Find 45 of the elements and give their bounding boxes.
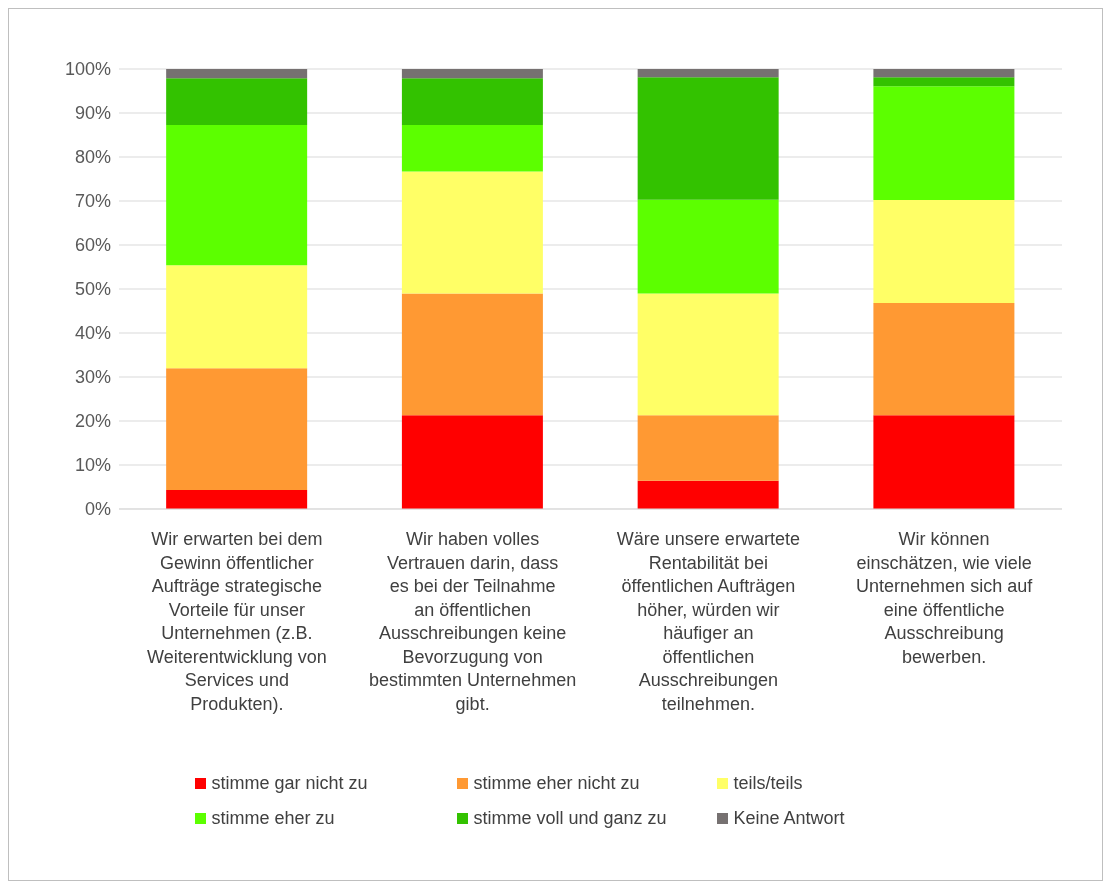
- x-tick-label: Wäre unsere erwartete Rentabilität bei öffentlichen Aufträgen höher, würden wir häufiger an öffentlichen Ausschreibungen teilnehmen.: [616, 529, 800, 714]
- y-tick-label: 100%: [64, 59, 111, 80]
- bar: [873, 86, 1015, 201]
- bar: [873, 200, 1015, 304]
- legend-label: stimme gar nicht zu: [211, 773, 368, 794]
- legend-label: stimme eher zu: [211, 808, 335, 829]
- bar: [637, 199, 779, 294]
- bar: [401, 69, 543, 79]
- y-tick-label: 30%: [74, 367, 111, 388]
- y-tick-label: 80%: [74, 147, 111, 168]
- bar: [873, 69, 1015, 78]
- bar: [873, 415, 1015, 509]
- y-tick-label: 70%: [74, 191, 111, 212]
- bar: [637, 480, 779, 509]
- bar: [166, 78, 308, 125]
- bar: [401, 293, 543, 416]
- bar: [637, 77, 779, 200]
- y-tick-label: 60%: [74, 235, 111, 256]
- y-tick-label: 0%: [84, 499, 111, 520]
- legend-label: teils/teils: [733, 773, 803, 794]
- bar: [166, 368, 308, 491]
- bar: [401, 415, 543, 509]
- bar: [401, 171, 543, 294]
- x-tick-label: Wir erwarten bei dem Gewinn öffentlicher Aufträge strategische Vorteile für unser Unternehmen (z.B. Weiterentwicklung von Services und Produkten).: [146, 529, 327, 714]
- bar: [166, 69, 308, 79]
- bar: [166, 265, 308, 369]
- y-tick-label: 10%: [74, 455, 111, 476]
- bar: [637, 293, 779, 416]
- bar: [637, 69, 779, 78]
- bar: [401, 124, 543, 172]
- bar: [637, 415, 779, 481]
- bar: [166, 490, 308, 509]
- legend-label: Keine Antwort: [733, 808, 845, 829]
- bar: [873, 303, 1015, 416]
- y-tick-label: 90%: [74, 103, 111, 124]
- x-tick-label: Wir können einschätzen, wie viele Unternehmen sich auf eine öffentliche Ausschreibung bewerben.: [856, 529, 1034, 667]
- legend-label: stimme voll und ganz zu: [473, 808, 667, 829]
- y-tick-label: 40%: [74, 323, 111, 344]
- y-tick-label: 20%: [74, 411, 111, 432]
- bar: [873, 77, 1015, 87]
- legend-label: stimme eher nicht zu: [473, 773, 640, 794]
- bar: [401, 78, 543, 125]
- y-tick-label: 50%: [74, 279, 111, 300]
- bar: [166, 124, 308, 266]
- x-tick-label: Wir haben volles Vertrauen darin, dass es bei der Teilnahme an öffentlichen Ausschreibungen keine Bevorzugung von bestimmten Unternehmen gibt.: [369, 529, 577, 714]
